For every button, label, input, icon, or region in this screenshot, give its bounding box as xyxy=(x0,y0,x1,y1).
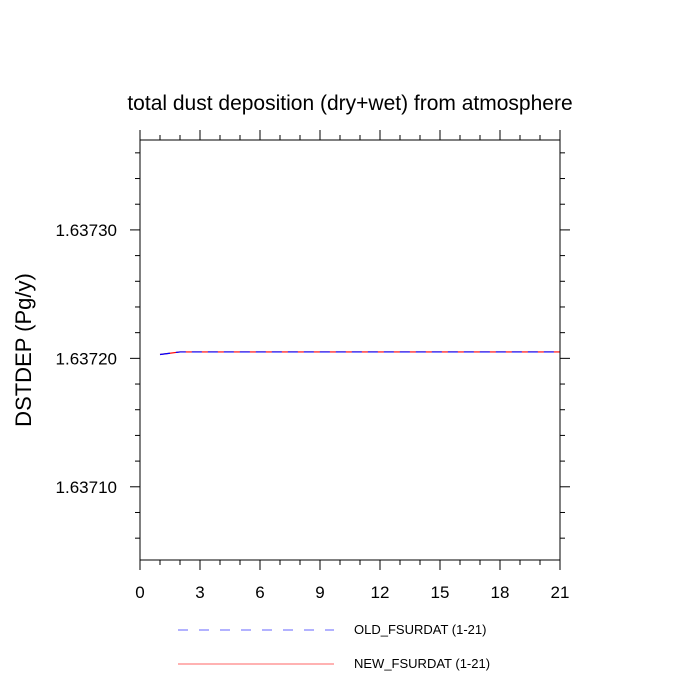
y-tick-label: 1.63710 xyxy=(56,478,117,497)
series-layer xyxy=(159,351,560,356)
legend-label: OLD_FSURDAT (1-21) xyxy=(354,622,486,637)
series-line-old-fsurdat xyxy=(159,351,560,356)
x-tick-label: 9 xyxy=(315,583,324,602)
x-tick-label: 15 xyxy=(431,583,450,602)
plot-frame xyxy=(139,139,561,561)
x-tick-label: 0 xyxy=(135,583,144,602)
y-tick-label: 1.63730 xyxy=(56,221,117,240)
legend-label: NEW_FSURDAT (1-21) xyxy=(354,656,490,671)
x-tick-label: 21 xyxy=(551,583,570,602)
y-tick-label: 1.63720 xyxy=(56,349,117,368)
y-axis-label: DSTDEP (Pg/y) xyxy=(11,273,36,427)
legend: OLD_FSURDAT (1-21) NEW_FSURDAT (1-21) xyxy=(178,622,490,671)
x-tick-label: 12 xyxy=(371,583,390,602)
x-tick-label: 6 xyxy=(255,583,264,602)
axis-ticks: 0 3 6 9 12 15 18 21 1.63710 1.63720 1.63730 xyxy=(56,130,570,602)
x-tick-label: 3 xyxy=(195,583,204,602)
x-tick-label: 18 xyxy=(491,583,510,602)
chart-title: total dust deposition (dry+wet) from atm… xyxy=(127,92,572,115)
